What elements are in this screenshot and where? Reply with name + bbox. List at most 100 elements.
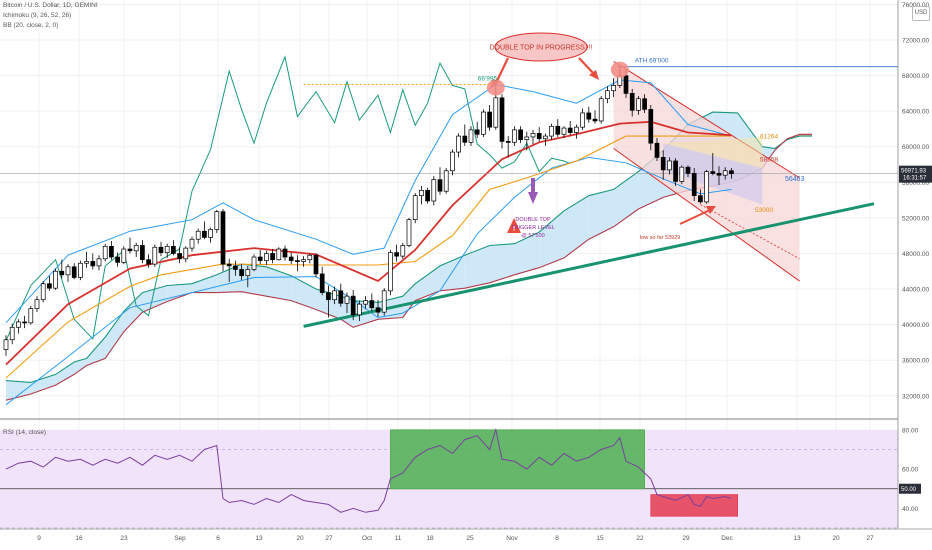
candle-body-up: [388, 252, 393, 292]
candle: [90, 253, 96, 270]
candle: [412, 192, 418, 224]
candle: [326, 285, 331, 318]
candle: [667, 157, 672, 175]
candle-body-up: [722, 170, 728, 176]
candle: [611, 78, 616, 97]
candle-body-up: [580, 112, 585, 128]
time-tick-label: Nov: [506, 535, 518, 542]
double-top-banner-text: DOUBLE TOP IN PROGRESS !!!: [489, 45, 592, 52]
rsi-red-box: [650, 494, 738, 517]
candle-body-down: [47, 283, 52, 289]
candle-body-up: [406, 219, 412, 246]
candle: [462, 124, 468, 146]
candle: [3, 335, 9, 356]
arrow-to-second-top: [578, 57, 595, 75]
candle: [375, 299, 381, 317]
candlesticks: [3, 66, 734, 356]
candle: [388, 249, 393, 296]
candle-body-down: [71, 266, 77, 278]
candle-body-down: [22, 321, 27, 324]
price-tick-label: 56000.00: [902, 180, 929, 187]
time-tick-label: 9: [37, 535, 41, 542]
price-tick-label: 72000.00: [902, 38, 929, 45]
candle-body-down: [350, 295, 356, 316]
candle: [332, 286, 337, 305]
candle-body-down: [220, 211, 226, 265]
candle: [40, 281, 46, 303]
candle-body-up: [164, 246, 170, 253]
candle: [164, 243, 170, 258]
candle: [450, 149, 455, 176]
time-tick-label: 23: [120, 535, 128, 542]
currency-button[interactable]: USD: [912, 6, 930, 21]
candle-body-up: [53, 270, 58, 289]
candle-body-up: [34, 299, 40, 309]
candle-body-up: [450, 151, 455, 172]
candle-body-down: [425, 189, 430, 202]
candle-body-up: [598, 98, 604, 122]
candle: [518, 126, 523, 144]
candle-body-up: [84, 261, 89, 264]
candle: [133, 242, 139, 258]
cloud-segment: [514, 232, 540, 275]
price-axis-bg: [898, 0, 932, 550]
cloud-segment: [74, 358, 87, 375]
candle-body-down: [673, 160, 678, 182]
candle-body-down: [691, 173, 697, 197]
candle-body-up: [96, 258, 102, 267]
cloud-segment: [291, 275, 316, 310]
time-tick-label: 16: [75, 535, 83, 542]
candle: [381, 288, 387, 316]
level-53000: 53000: [755, 207, 773, 214]
candle-body-down: [474, 129, 480, 135]
candle-body-up: [400, 245, 406, 257]
candle: [288, 252, 294, 265]
candle-body-down: [177, 253, 182, 260]
trigger-text-1: DOUBLE TOP: [515, 217, 551, 223]
candle: [698, 189, 703, 204]
candle-body-down: [505, 141, 511, 143]
arrow-to-first-top: [495, 57, 509, 84]
candle-body-down: [326, 292, 331, 301]
candle: [59, 259, 65, 279]
candle-body-up: [679, 166, 685, 182]
cloud-segment: [86, 337, 106, 366]
candle-body-up: [543, 135, 548, 140]
candle: [350, 289, 356, 321]
candle-body-up: [667, 160, 672, 171]
candle: [524, 131, 530, 151]
candle: [158, 241, 164, 257]
candle: [660, 150, 666, 180]
candle-body-down: [257, 256, 263, 261]
candle: [257, 249, 263, 265]
candle: [673, 158, 678, 186]
candle: [586, 106, 592, 123]
candle-body-up: [704, 171, 709, 203]
price-tick-label: 48000.00: [902, 251, 929, 258]
candle-body-up: [574, 126, 579, 133]
current-price-text: 56971.93: [901, 169, 927, 175]
first-top-highlight: [486, 79, 505, 96]
candle: [264, 250, 269, 266]
candle: [9, 323, 15, 345]
time-tick-label: 13: [793, 535, 801, 542]
candle: [307, 253, 313, 264]
cloud-segment: [415, 265, 440, 301]
cloud-segment: [123, 292, 143, 332]
rsi-line: [5, 427, 732, 513]
warning-mark: !: [513, 226, 515, 233]
candle-body-down: [716, 173, 722, 176]
candle: [121, 246, 127, 265]
candle: [605, 86, 610, 104]
candle: [394, 244, 399, 262]
candle: [642, 94, 647, 113]
candle: [704, 169, 709, 204]
candle-body-down: [270, 253, 275, 261]
candle-body-down: [319, 273, 325, 293]
candle: [425, 187, 430, 204]
candle-body-down: [437, 179, 443, 192]
candle-body-down: [487, 111, 492, 128]
